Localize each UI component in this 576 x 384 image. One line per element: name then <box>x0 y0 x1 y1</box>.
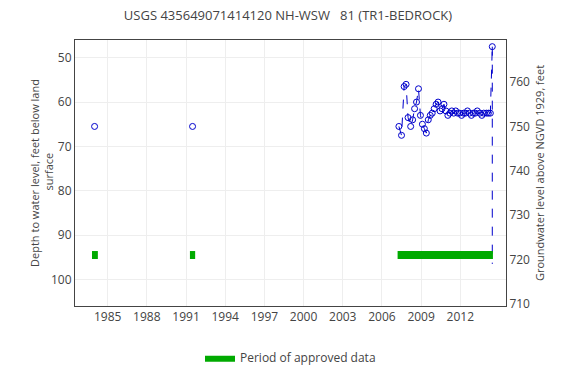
svg-text:710: 710 <box>509 295 530 312</box>
svg-text:2000: 2000 <box>290 308 318 325</box>
svg-text:1991: 1991 <box>172 308 199 325</box>
svg-text:Depth to water level, feet bel: Depth to water level, feet below land su… <box>27 79 56 267</box>
svg-text:1985: 1985 <box>94 308 122 325</box>
svg-text:1988: 1988 <box>133 308 161 325</box>
svg-text:80: 80 <box>58 182 72 199</box>
svg-text:2006: 2006 <box>368 308 396 325</box>
svg-text:70: 70 <box>58 138 72 155</box>
svg-text:750: 750 <box>509 118 530 135</box>
svg-text:2009: 2009 <box>407 308 435 325</box>
svg-text:720: 720 <box>509 251 530 268</box>
svg-text:100: 100 <box>51 271 72 288</box>
svg-text:50: 50 <box>58 49 72 66</box>
svg-text:760: 760 <box>509 73 530 90</box>
svg-text:740: 740 <box>509 162 530 179</box>
svg-text:2003: 2003 <box>329 308 357 325</box>
svg-text:60: 60 <box>58 93 72 110</box>
svg-text:Period of approved data: Period of approved data <box>240 349 376 366</box>
svg-text:USGS 435649071414120 NH-WSW: USGS 435649071414120 NH-WSW 81 (TR1-BEDR… <box>124 6 452 24</box>
svg-text:1994: 1994 <box>211 308 239 325</box>
svg-text:2012: 2012 <box>447 308 475 325</box>
svg-text:Groundwater level above NGVD 1: Groundwater level above NGVD 1929, feet <box>532 65 547 281</box>
svg-text:1997: 1997 <box>251 308 279 325</box>
svg-text:730: 730 <box>509 206 530 223</box>
svg-text:90: 90 <box>58 226 72 243</box>
